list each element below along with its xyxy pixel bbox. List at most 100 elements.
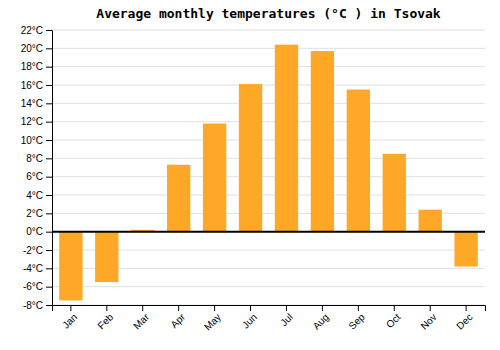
y-tick-label: -2°C	[23, 245, 43, 256]
x-tick-mark	[142, 305, 143, 311]
x-tick-mark	[394, 305, 395, 311]
y-tick: 6°C	[26, 171, 52, 182]
y-tick: 14°C	[21, 98, 52, 109]
grid-line	[52, 30, 485, 31]
y-tick-mark	[46, 287, 52, 288]
x-tick-label: Feb	[95, 311, 115, 331]
bars	[59, 45, 478, 301]
x-tick: Jun	[240, 305, 259, 331]
bar	[95, 232, 118, 282]
x-tick-label: Jan	[60, 311, 79, 330]
x-tick-mark	[358, 305, 359, 311]
x-tick: Apr	[168, 305, 187, 330]
chart: -8°C -6°C -4°C -2°C 0°C 2°C 4°C 6°C 8°C 10°C 12°C 1…	[0, 0, 500, 350]
y-tick: 22°C	[21, 25, 52, 36]
y-tick-label: -4°C	[23, 263, 43, 274]
y-tick-label: 4°C	[26, 190, 43, 201]
bar	[239, 84, 262, 232]
bar	[454, 232, 477, 267]
y-tick-label: 16°C	[21, 80, 43, 91]
y-axis-line	[46, 31, 53, 306]
x-tick-label: Mar	[131, 311, 151, 331]
bar	[311, 51, 334, 232]
bar	[203, 124, 226, 232]
x-tick-label: Oct	[384, 311, 403, 330]
y-tick: 2°C	[26, 208, 52, 219]
x-tick: Dec	[454, 305, 474, 332]
y-tick-label: 6°C	[26, 171, 43, 182]
x-tick-mark	[466, 305, 467, 311]
x-tick: Mar	[131, 305, 151, 331]
bar	[275, 45, 298, 232]
x-axis-line	[53, 306, 486, 312]
grid-line	[52, 121, 485, 122]
y-tick: 4°C	[26, 190, 52, 201]
y-tick-label: 0°C	[26, 226, 43, 237]
bar	[167, 165, 190, 232]
x-tick-label: Jul	[278, 311, 295, 328]
y-tick-label: 22°C	[21, 25, 43, 36]
y-tick-mark	[46, 305, 52, 306]
grid-line	[52, 140, 485, 141]
grid-line	[52, 176, 485, 177]
y-tick: -6°C	[23, 281, 52, 292]
x-tick-mark	[322, 305, 323, 311]
x-tick-label: Sep	[346, 311, 367, 332]
y-tick: 16°C	[21, 80, 52, 91]
x-tick: Jan	[60, 305, 79, 331]
grid	[52, 30, 485, 305]
x-tick: May	[202, 305, 223, 333]
grid-line	[52, 103, 485, 104]
y-tick-mark	[46, 67, 52, 68]
y-tick: 0°C	[26, 226, 52, 237]
grid-line	[52, 195, 485, 196]
y-tick-mark	[46, 122, 52, 123]
y-tick-label: -8°C	[23, 300, 43, 311]
y-tick-mark	[46, 177, 52, 178]
x-tick: Aug	[311, 305, 331, 332]
x-axis: Jan Feb Mar Apr May Jun Jul Aug Sep Oct Nov Dec	[53, 305, 486, 333]
y-tick-mark	[46, 103, 52, 104]
x-tick-label: Dec	[454, 311, 474, 331]
y-tick-label: 8°C	[26, 153, 43, 164]
y-tick-mark	[46, 158, 52, 159]
x-tick: Jul	[278, 305, 295, 328]
y-tick-label: 18°C	[21, 61, 43, 72]
grid-line	[52, 231, 485, 232]
y-axis: -8°C -6°C -4°C -2°C 0°C 2°C 4°C 6°C 8°C 10°C 12°C 1…	[21, 25, 53, 311]
x-tick-mark	[214, 305, 215, 311]
y-tick: 20°C	[21, 43, 52, 54]
y-tick-label: 14°C	[21, 98, 43, 109]
x-tick-mark	[70, 305, 71, 311]
y-tick-label: -6°C	[23, 281, 43, 292]
y-tick-mark	[46, 268, 52, 269]
zero-line	[52, 231, 485, 233]
x-tick-mark	[286, 305, 287, 311]
y-tick-mark	[46, 232, 52, 233]
y-tick-label: 10°C	[21, 135, 43, 146]
grid-line	[52, 286, 485, 287]
grid-line	[52, 158, 485, 159]
y-tick: -2°C	[23, 245, 52, 256]
x-tick: Nov	[418, 305, 438, 332]
y-tick-mark	[46, 213, 52, 214]
y-tick: -8°C	[23, 300, 52, 311]
y-tick-mark	[46, 48, 52, 49]
x-tick-label: Aug	[311, 311, 331, 331]
x-tick-label: May	[202, 311, 223, 332]
y-tick-label: 2°C	[26, 208, 43, 219]
x-tick-label: Jun	[240, 311, 259, 330]
y-tick: 12°C	[21, 116, 52, 127]
y-tick: 8°C	[26, 153, 52, 164]
title: Average monthly temperatures (°C ) in Ts…	[96, 6, 441, 21]
bar	[383, 154, 406, 232]
bar	[419, 210, 442, 232]
grid-line	[52, 66, 485, 67]
x-tick-mark	[430, 305, 431, 311]
plot: -8°C -6°C -4°C -2°C 0°C 2°C 4°C 6°C 8°C 10°C 12°C 1…	[21, 25, 486, 333]
grid-line	[52, 48, 485, 49]
y-tick-mark	[46, 195, 52, 196]
grid-line	[52, 85, 485, 86]
x-tick: Sep	[346, 305, 367, 332]
y-tick-mark	[46, 30, 52, 31]
